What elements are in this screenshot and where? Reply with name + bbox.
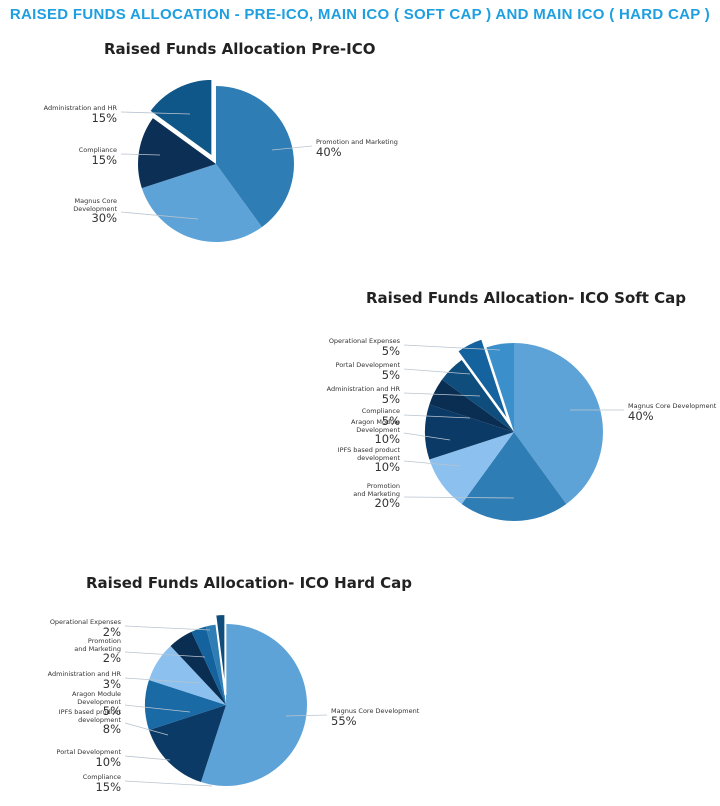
slice-label-administration-and-hr: Administration and HR — [48, 670, 122, 678]
slice-value-promotion-and-marketing: 2% — [103, 651, 121, 665]
slice-label-administration-and-hr: Administration and HR — [327, 385, 401, 393]
slice-value-aragon-module-development: 10% — [374, 432, 400, 446]
pie-slice-compliance — [138, 118, 216, 189]
slice-value-portal-development: 10% — [95, 755, 121, 769]
slice-value-operational-expenses: 2% — [103, 625, 121, 639]
pie-slice-compliance — [429, 379, 514, 432]
leader-line-portal-development — [403, 368, 471, 375]
page-title: RAISED FUNDS ALLOCATION - PRE-ICO, MAIN … — [9, 6, 711, 23]
slice-label-portal-development: Portal Development — [336, 361, 401, 369]
leader-line-ipfs-based-product-development — [403, 460, 461, 467]
pie-slice-administration-and-hr — [191, 626, 226, 705]
slice-value-administration-and-hr: 5% — [382, 392, 400, 406]
slice-value-compliance: 15% — [91, 153, 117, 167]
slice-value-aragon-module-development: 5% — [103, 704, 121, 718]
pie-slice-portal-development — [145, 679, 226, 731]
slice-value-magnus-core-development: 30% — [91, 211, 117, 225]
slice-label-promotion-and-marketing: Promotion and Marketing — [74, 637, 121, 653]
leader-line-magnus-core-development — [285, 714, 328, 717]
slice-label-operational-expenses: Operational Expenses — [50, 618, 122, 626]
leader-line-operational-expenses — [403, 344, 501, 351]
leader-line-administration-and-hr — [120, 111, 191, 115]
leader-line-promotion-and-marketing — [271, 145, 313, 151]
pie-slice-magnus-core-development — [200, 624, 307, 786]
slice-value-promotion-and-marketing: 40% — [316, 145, 342, 159]
leader-line-promotion-and-marketing — [403, 496, 515, 499]
leader-line-aragon-module-development — [403, 432, 451, 441]
slice-value-operational-expenses: 5% — [382, 344, 400, 358]
pie-slice-ipfs-based-product-development — [148, 645, 226, 705]
leader-line-portal-development — [124, 755, 171, 761]
leader-line-compliance — [403, 414, 471, 419]
slice-label-ipfs-based-product-development: IPFS based product development — [59, 708, 122, 724]
slice-label-magnus-core-development: Magnus Core Development — [331, 707, 420, 715]
pie-slice-aragon-module-development — [425, 404, 514, 460]
leader-line-administration-and-hr — [403, 392, 481, 397]
slice-label-operational-expenses: Operational Expenses — [329, 337, 401, 345]
pie-slice-aragon-module-development — [170, 631, 226, 705]
pie-slice-promotion-and-marketing — [205, 624, 226, 705]
leader-line-magnus-core-development — [120, 211, 199, 220]
pie-slice-compliance — [148, 705, 226, 783]
slice-label-compliance: Compliance — [362, 407, 400, 415]
leader-line-ipfs-based-product-development — [124, 722, 169, 736]
pie-slice-portal-development — [455, 337, 511, 424]
leader-line-compliance — [124, 780, 213, 787]
slice-label-magnus-core-development: Magnus Core Development — [73, 197, 117, 213]
slice-label-aragon-module-development: Aragon Module Development — [72, 690, 121, 706]
pie-slice-operational-expenses — [486, 343, 514, 432]
slice-value-magnus-core-development: 55% — [331, 714, 357, 728]
pie-slice-promotion-and-marketing — [461, 432, 567, 521]
slice-value-administration-and-hr: 15% — [91, 111, 117, 125]
slice-value-compliance: 5% — [382, 414, 400, 428]
leader-line-compliance — [120, 153, 161, 156]
pie-slice-operational-expenses — [214, 613, 227, 696]
slice-label-magnus-core-development: Magnus Core Development — [628, 402, 717, 410]
slice-label-aragon-module-development: Aragon Module Development — [351, 418, 400, 434]
chart-title-pre-ico: Raised Funds Allocation Pre-ICO — [104, 40, 376, 58]
leader-line-administration-and-hr — [124, 677, 201, 684]
slice-value-portal-development: 5% — [382, 368, 400, 382]
leader-line-operational-expenses — [124, 625, 211, 631]
pie-slice-administration-and-hr — [147, 77, 214, 159]
slice-value-magnus-core-development: 40% — [628, 409, 654, 423]
chart-title-hard-cap: Raised Funds Allocation- ICO Hard Cap — [86, 574, 413, 592]
chart-title-soft-cap: Raised Funds Allocation- ICO Soft Cap — [366, 289, 687, 307]
slice-value-administration-and-hr: 3% — [103, 677, 121, 691]
slice-label-promotion-and-marketing: Promotion and Marketing — [353, 482, 400, 498]
pie-slice-promotion-and-marketing — [216, 86, 295, 228]
slice-value-promotion-and-marketing: 20% — [374, 496, 400, 510]
slice-value-ipfs-based-product-development: 10% — [374, 460, 400, 474]
slice-label-compliance: Compliance — [79, 146, 117, 154]
pie-slice-ipfs-based-product-development — [429, 432, 514, 505]
pie-slice-magnus-core-development — [141, 164, 262, 243]
slice-label-ipfs-based-product-development: IPFS based product development — [338, 446, 401, 462]
slice-value-compliance: 15% — [95, 780, 121, 794]
slice-label-promotion-and-marketing: Promotion and Marketing — [316, 138, 398, 146]
pie-slice-magnus-core-development — [514, 343, 603, 505]
slice-label-portal-development: Portal Development — [57, 748, 122, 756]
slice-label-compliance: Compliance — [83, 773, 121, 781]
slice-label-administration-and-hr: Administration and HR — [44, 104, 118, 112]
slice-value-ipfs-based-product-development: 8% — [103, 722, 121, 736]
leader-line-promotion-and-marketing — [124, 651, 206, 658]
leader-line-aragon-module-development — [124, 704, 191, 713]
